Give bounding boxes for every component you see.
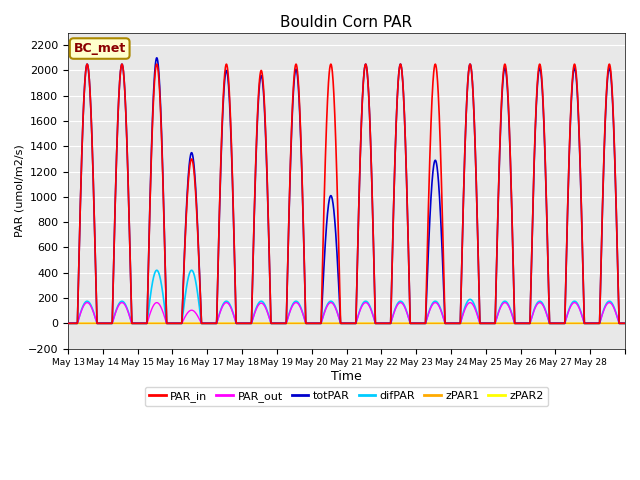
PAR_out bbox=[240, 321, 248, 326]
PAR_in bbox=[515, 321, 522, 326]
Line: totPAR: totPAR bbox=[68, 58, 625, 324]
Line: PAR_out: PAR_out bbox=[68, 302, 625, 324]
PAR_in bbox=[546, 321, 554, 326]
zPAR2 bbox=[64, 321, 72, 326]
difPAR bbox=[188, 267, 195, 273]
zPAR2 bbox=[380, 321, 388, 326]
PAR_out bbox=[64, 321, 72, 326]
PAR_in bbox=[621, 321, 629, 326]
zPAR2 bbox=[120, 321, 127, 326]
zPAR2 bbox=[613, 321, 621, 326]
difPAR bbox=[64, 321, 72, 326]
PAR_in bbox=[64, 321, 72, 326]
totPAR bbox=[546, 321, 554, 326]
PAR_in bbox=[380, 321, 388, 326]
totPAR bbox=[380, 321, 388, 326]
zPAR1 bbox=[240, 321, 248, 326]
PAR_out bbox=[153, 300, 161, 305]
totPAR bbox=[515, 321, 522, 326]
PAR_in bbox=[613, 245, 621, 251]
PAR_out bbox=[546, 321, 554, 326]
PAR_out bbox=[515, 321, 522, 326]
PAR_out bbox=[120, 300, 127, 306]
X-axis label: Time: Time bbox=[331, 370, 362, 383]
difPAR bbox=[240, 321, 248, 326]
totPAR bbox=[240, 321, 248, 326]
PAR_in bbox=[120, 71, 127, 76]
difPAR bbox=[621, 321, 629, 326]
zPAR1 bbox=[621, 321, 629, 326]
zPAR1 bbox=[515, 321, 522, 326]
Text: BC_met: BC_met bbox=[74, 42, 126, 55]
difPAR bbox=[515, 321, 522, 326]
totPAR bbox=[613, 247, 621, 252]
zPAR1 bbox=[120, 321, 127, 326]
zPAR2 bbox=[240, 321, 248, 326]
Line: difPAR: difPAR bbox=[68, 270, 625, 324]
totPAR bbox=[621, 321, 629, 326]
zPAR2 bbox=[621, 321, 629, 326]
PAR_out bbox=[613, 314, 621, 320]
PAR_out bbox=[621, 321, 629, 326]
zPAR2 bbox=[515, 321, 522, 326]
Legend: PAR_in, PAR_out, totPAR, difPAR, zPAR1, zPAR2: PAR_in, PAR_out, totPAR, difPAR, zPAR1, … bbox=[145, 386, 548, 406]
Title: Bouldin Corn PAR: Bouldin Corn PAR bbox=[280, 15, 413, 30]
totPAR bbox=[153, 55, 161, 61]
PAR_in bbox=[240, 321, 248, 326]
zPAR1 bbox=[64, 321, 72, 326]
totPAR bbox=[120, 71, 127, 76]
PAR_in bbox=[153, 61, 161, 67]
difPAR bbox=[380, 321, 388, 326]
difPAR bbox=[613, 314, 621, 320]
zPAR1 bbox=[613, 321, 621, 326]
zPAR1 bbox=[546, 321, 554, 326]
zPAR2 bbox=[546, 321, 554, 326]
Line: PAR_in: PAR_in bbox=[68, 64, 625, 324]
PAR_out bbox=[380, 321, 388, 326]
Y-axis label: PAR (umol/m2/s): PAR (umol/m2/s) bbox=[15, 144, 25, 237]
zPAR1 bbox=[380, 321, 388, 326]
difPAR bbox=[546, 321, 554, 326]
totPAR bbox=[64, 321, 72, 326]
difPAR bbox=[120, 299, 127, 305]
